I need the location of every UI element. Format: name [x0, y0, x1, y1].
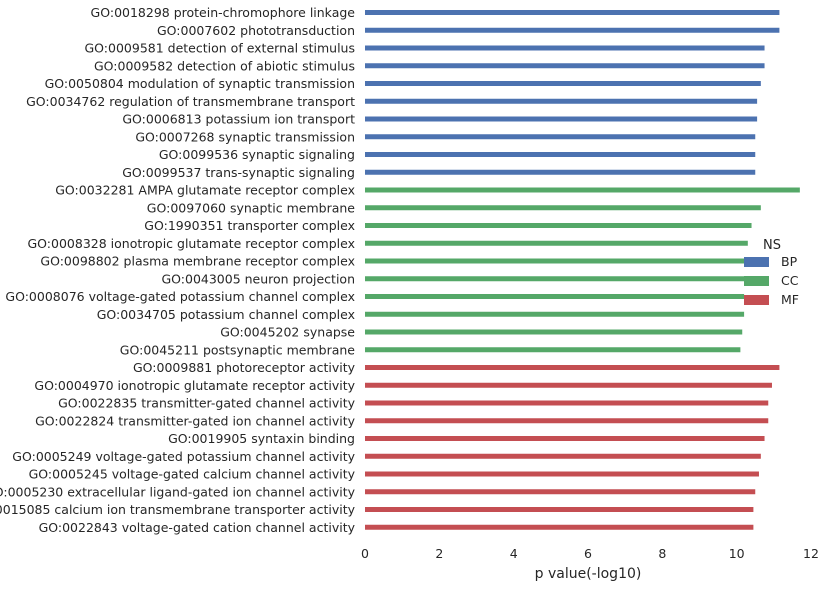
bar-bp: [365, 63, 765, 69]
bar-mf: [365, 453, 761, 459]
x-axis-label: p value(-log10): [535, 566, 642, 582]
y-tick-label: GO:0008328 ionotropic glutamate receptor…: [28, 236, 356, 251]
y-tick-label: GO:0098802 plasma membrane receptor comp…: [40, 254, 355, 269]
y-tick-label: GO:0034762 regulation of transmembrane t…: [26, 94, 355, 109]
bar-cc: [365, 276, 746, 282]
bar-cc: [365, 240, 748, 246]
y-tick-label: GO:0009582 detection of abiotic stimulus: [94, 58, 355, 73]
y-tick-label: GO:0097060 synaptic membrane: [147, 200, 356, 215]
bar-bp: [365, 169, 756, 175]
bar-mf: [365, 436, 765, 441]
x-tick-label: 12: [803, 546, 819, 561]
x-tick-labels: 0 2 4 6 8 10 12: [361, 546, 819, 561]
y-tick-label: GO:0034705 potassium channel complex: [97, 307, 355, 322]
y-tick-label: GO:0004970 ionotropic glutamate receptor…: [34, 378, 355, 393]
bar-bp: [365, 116, 758, 122]
y-tick-label: GO:0050804 modulation of synaptic transm…: [45, 76, 355, 91]
legend-title: NS: [763, 238, 781, 253]
y-tick-label: GO:0022835 transmitter-gated channel act…: [58, 396, 355, 411]
y-tick-label: GO:0045211 postsynaptic membrane: [120, 342, 356, 357]
y-tick-label: GO:0005249 voltage-gated potassium chann…: [12, 449, 355, 464]
x-tick-label: 4: [510, 546, 518, 561]
legend-swatch-mf: [744, 295, 769, 305]
y-tick-label: GO:0099537 trans-synaptic signaling: [122, 165, 355, 180]
bar-bp: [365, 81, 761, 86]
bar-mf: [365, 418, 769, 424]
bar-bp: [365, 10, 780, 15]
bar-cc: [365, 311, 745, 317]
legend-label-cc: CC: [781, 273, 799, 288]
bars-layer: [365, 10, 800, 530]
y-tick-label: GO:0007268 synaptic transmission: [135, 129, 355, 144]
y-tick-labels: GO:0018298 protein-chromophore linkage GO…: [0, 5, 356, 535]
bar-mf: [365, 400, 769, 406]
legend-entries: BP CC MF: [744, 254, 799, 307]
legend: NS BP CC MF: [744, 238, 799, 307]
bar-cc: [365, 205, 761, 211]
bar-bp: [365, 98, 758, 104]
bar-mf: [365, 507, 754, 512]
y-tick-label: GO:0007602 phototransduction: [157, 23, 355, 38]
legend-swatch-bp: [744, 257, 769, 267]
y-tick-label: GO:0005230 extracellular ligand-gated io…: [0, 484, 356, 499]
bar-cc: [365, 187, 800, 193]
bar-cc: [365, 329, 743, 335]
x-tick-label: 6: [584, 546, 592, 561]
y-tick-label: GO:0006813 potassium ion transport: [122, 112, 355, 127]
bar-mf: [365, 524, 754, 530]
y-tick-label: GO:0018298 protein-chromophore linkage: [91, 5, 356, 20]
y-tick-label: GO:1990351 transporter complex: [144, 218, 355, 233]
y-tick-label: GO:0005245 voltage-gated calcium channel…: [29, 467, 356, 482]
y-tick-label: GO:0009581 detection of external stimulu…: [85, 41, 356, 56]
x-tick-label: 0: [361, 546, 369, 561]
legend-label-bp: BP: [781, 254, 798, 269]
bar-cc: [365, 347, 741, 353]
bar-mf: [365, 489, 756, 495]
y-tick-label: GO:0043005 neuron projection: [161, 271, 355, 286]
bar-cc: [365, 294, 745, 299]
x-tick-label: 10: [729, 546, 745, 561]
y-tick-label: GO:0022824 transmitter-gated ion channel…: [35, 413, 356, 428]
y-tick-label: GO:0019905 syntaxin binding: [168, 431, 355, 446]
legend-swatch-cc: [744, 276, 769, 286]
bar-cc: [365, 258, 746, 264]
y-tick-label: GO:0099536 synaptic signaling: [159, 147, 355, 162]
bar-mf: [365, 471, 759, 477]
y-tick-label: GO:0009881 photoreceptor activity: [133, 360, 356, 375]
bar-bp: [365, 134, 756, 140]
bar-bp: [365, 27, 780, 33]
legend-label-mf: MF: [781, 292, 799, 307]
x-tick-label: 8: [658, 546, 666, 561]
y-tick-label: GO:0008076 voltage-gated potassium chann…: [5, 289, 355, 304]
bar-bp: [365, 45, 765, 51]
y-tick-label: GO:0032281 AMPA glutamate receptor compl…: [55, 183, 355, 198]
bar-mf: [365, 365, 780, 370]
y-tick-label: GO:0022843 voltage-gated cation channel …: [39, 520, 356, 535]
y-tick-label: GO:0045202 synapse: [220, 325, 355, 340]
bar-mf: [365, 382, 772, 388]
bar-cc: [365, 223, 752, 228]
bar-bp: [365, 152, 756, 157]
x-tick-label: 2: [435, 546, 443, 561]
y-tick-label: GO:0015085 calcium ion transmembrane tra…: [0, 502, 356, 517]
